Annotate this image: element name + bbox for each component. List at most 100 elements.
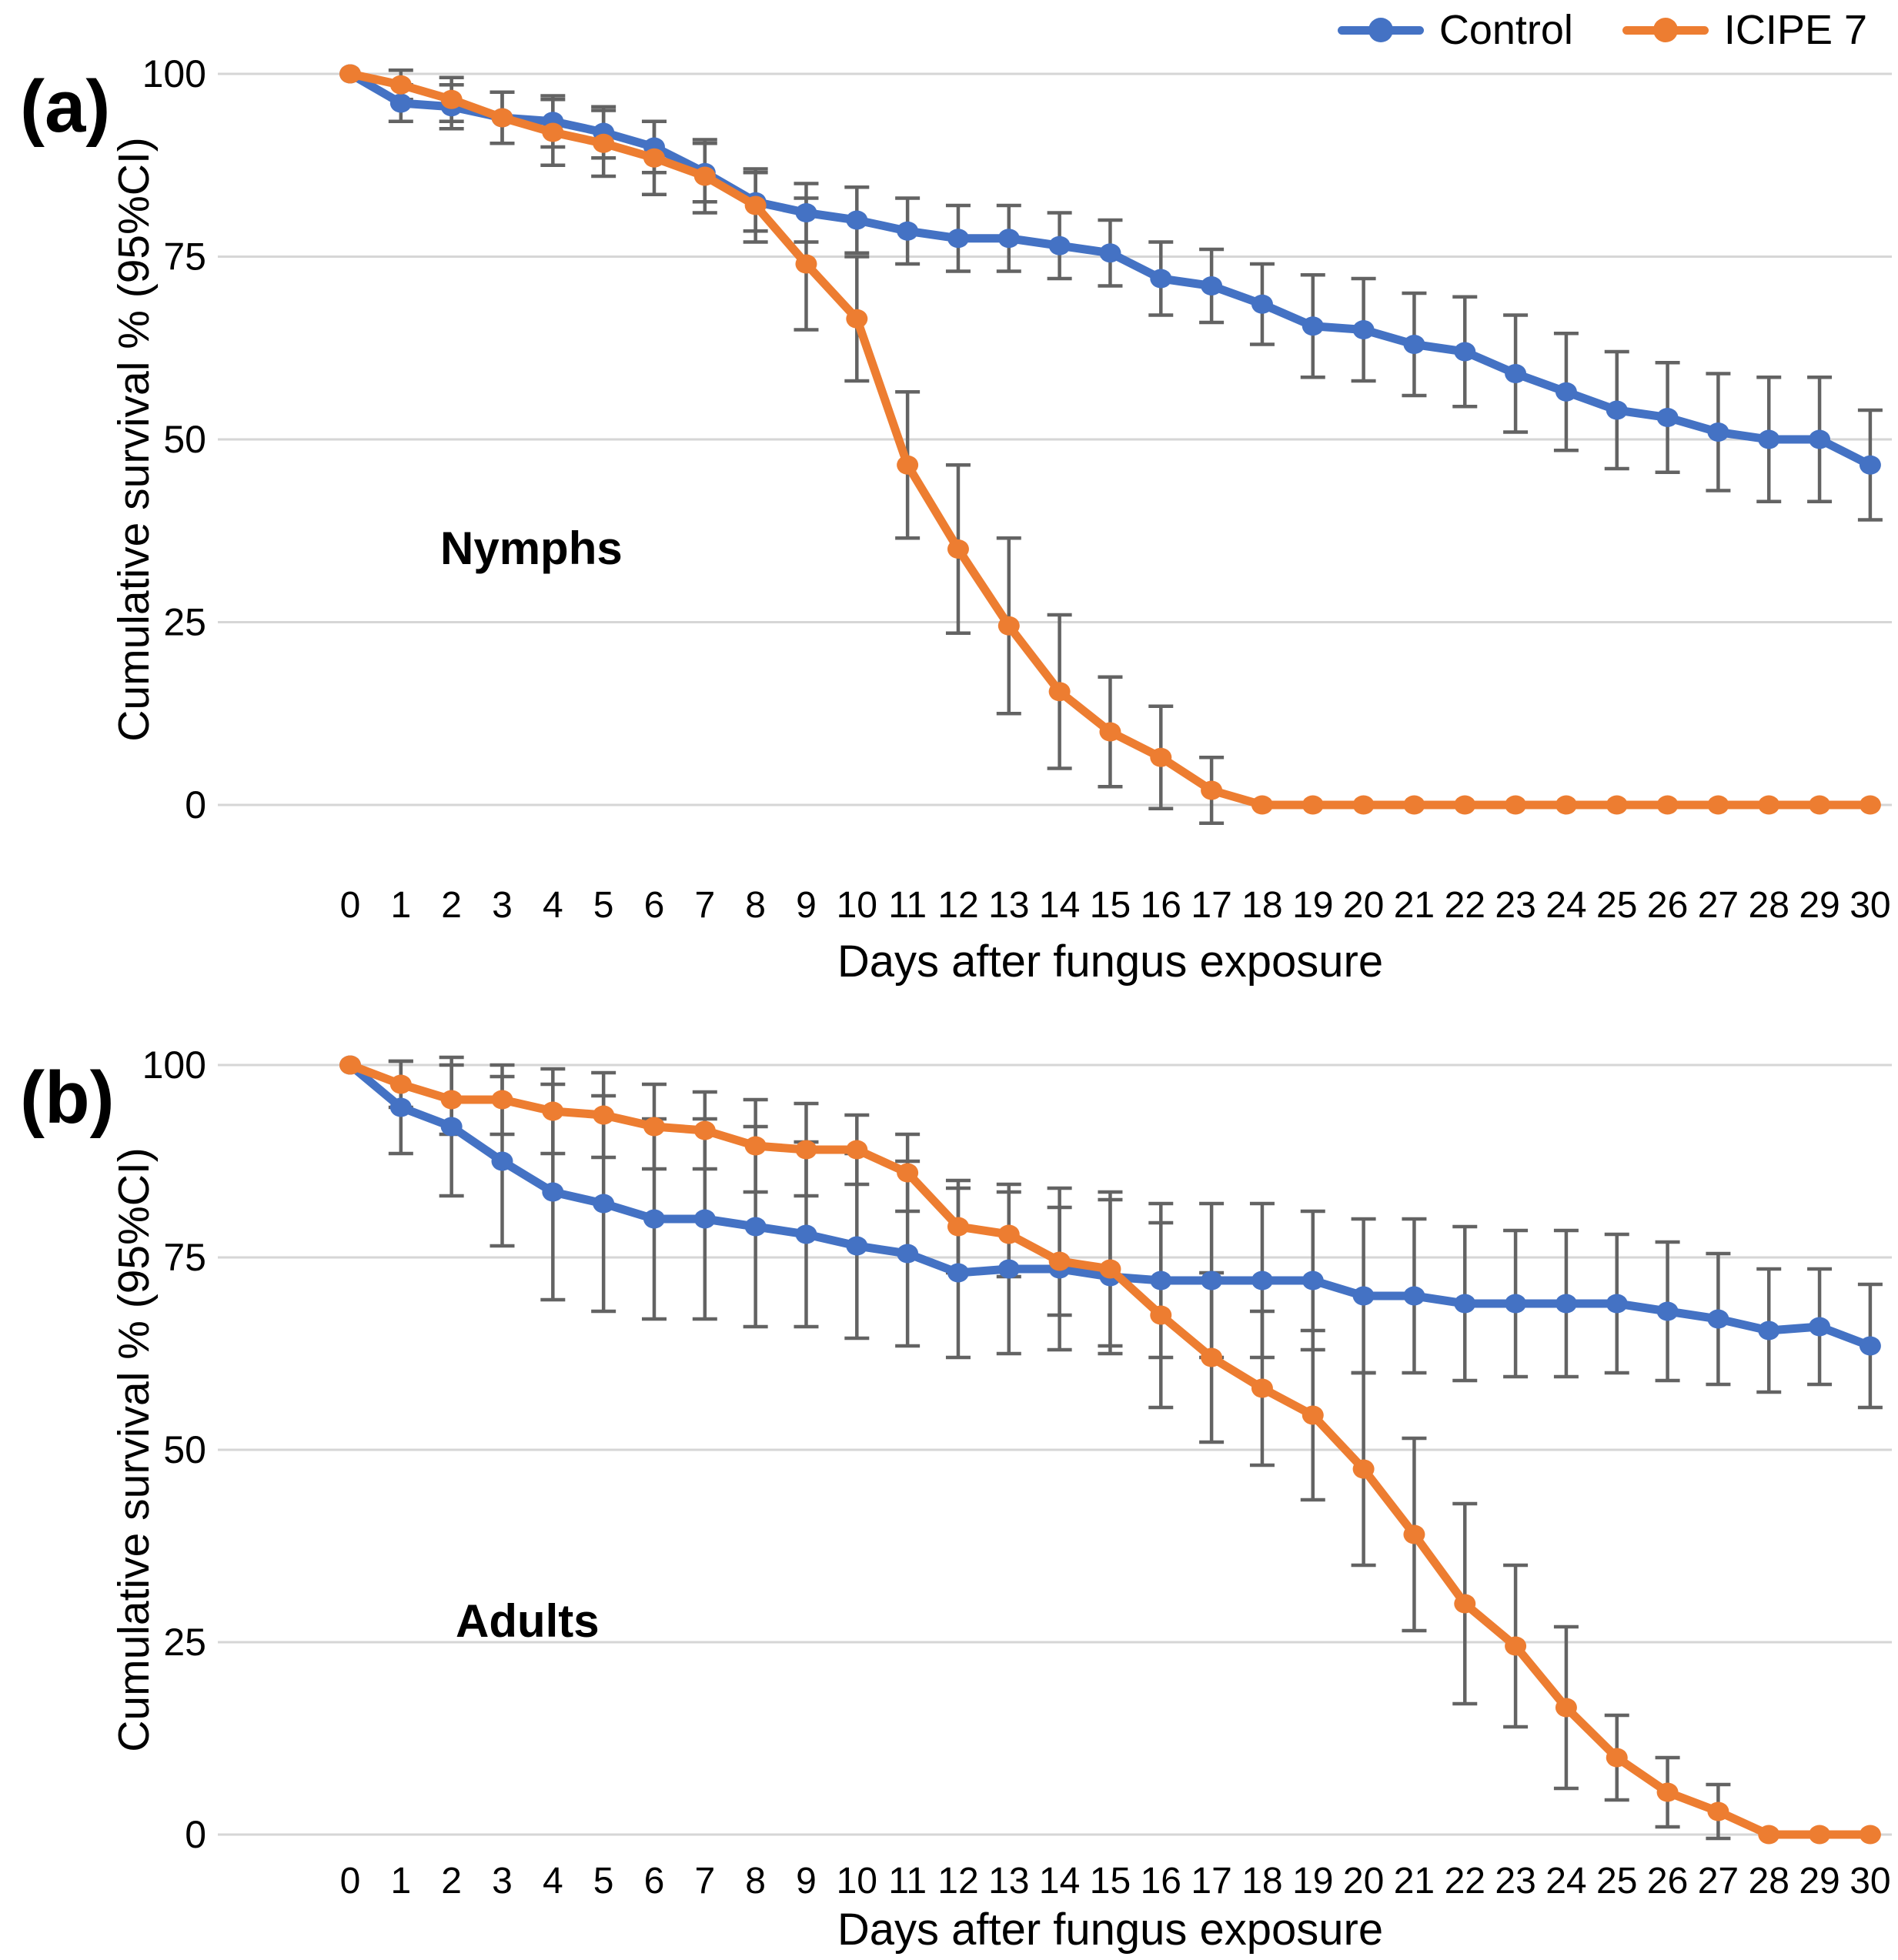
svg-text:28: 28 <box>1749 1861 1789 1902</box>
icipe7-series-marker-icon <box>1622 18 1709 42</box>
svg-text:50: 50 <box>163 418 206 461</box>
panel-b-x-tick-labels: 0 1 2 3 4 5 6 7 8 9 10 11 12 13 14 15 16 17 18 19 20 21 22 23 24… <box>340 1861 1891 1902</box>
svg-text:8: 8 <box>745 1861 766 1902</box>
legend: Control ICIPE 7 <box>1337 6 1867 54</box>
svg-text:4: 4 <box>543 885 563 926</box>
panel-a-x-axis-title: Days after fungus exposure <box>837 937 1384 987</box>
svg-text:30: 30 <box>1850 885 1890 926</box>
svg-text:10: 10 <box>837 1861 877 1902</box>
svg-text:1: 1 <box>390 1861 411 1902</box>
svg-text:15: 15 <box>1090 885 1131 926</box>
svg-text:6: 6 <box>644 1861 665 1902</box>
svg-text:0: 0 <box>340 885 361 926</box>
control-series-marker-icon <box>1337 18 1424 42</box>
svg-text:29: 29 <box>1799 885 1840 926</box>
svg-text:27: 27 <box>1698 885 1739 926</box>
svg-text:23: 23 <box>1495 1861 1535 1902</box>
svg-text:26: 26 <box>1647 1861 1688 1902</box>
svg-text:25: 25 <box>1596 1861 1637 1902</box>
panel-b-y-tick-labels: 100 75 50 25 0 <box>142 1043 206 1856</box>
nymphs-label: Nymphs <box>440 523 623 574</box>
svg-text:20: 20 <box>1343 885 1384 926</box>
svg-text:8: 8 <box>745 885 766 926</box>
svg-text:0: 0 <box>185 783 206 826</box>
panel-a-label: (a) <box>20 65 111 148</box>
svg-text:75: 75 <box>163 235 206 279</box>
svg-text:28: 28 <box>1749 885 1789 926</box>
svg-text:13: 13 <box>988 1861 1029 1902</box>
svg-text:5: 5 <box>593 885 614 926</box>
svg-text:10: 10 <box>837 885 877 926</box>
svg-text:7: 7 <box>694 1861 715 1902</box>
svg-text:30: 30 <box>1850 1861 1890 1902</box>
svg-text:18: 18 <box>1241 1861 1282 1902</box>
svg-text:15: 15 <box>1090 1861 1131 1902</box>
svg-text:27: 27 <box>1698 1861 1739 1902</box>
svg-text:11: 11 <box>888 1861 927 1902</box>
panel-a-y-tick-labels: 100 75 50 25 0 <box>142 52 206 826</box>
svg-text:5: 5 <box>593 1861 614 1902</box>
control-dot-icon <box>1368 18 1393 42</box>
svg-text:2: 2 <box>441 885 462 926</box>
panel-a-series-markers-icipe7 <box>339 64 1881 815</box>
svg-text:23: 23 <box>1495 885 1535 926</box>
svg-text:100: 100 <box>142 1043 206 1087</box>
legend-item-control: Control <box>1337 6 1573 54</box>
svg-text:0: 0 <box>185 1813 206 1856</box>
svg-text:12: 12 <box>937 885 978 926</box>
svg-text:4: 4 <box>543 1861 563 1902</box>
svg-text:20: 20 <box>1343 1861 1384 1902</box>
svg-text:17: 17 <box>1191 1861 1231 1902</box>
svg-text:9: 9 <box>796 1861 817 1902</box>
svg-text:0: 0 <box>340 1861 361 1902</box>
svg-text:29: 29 <box>1799 1861 1840 1902</box>
svg-text:16: 16 <box>1141 885 1181 926</box>
svg-text:25: 25 <box>163 601 206 644</box>
svg-text:14: 14 <box>1039 885 1080 926</box>
svg-text:19: 19 <box>1292 1861 1333 1902</box>
svg-text:3: 3 <box>492 1861 513 1902</box>
svg-text:24: 24 <box>1545 1861 1586 1902</box>
svg-text:25: 25 <box>1596 885 1637 926</box>
svg-text:22: 22 <box>1445 885 1485 926</box>
svg-text:18: 18 <box>1241 885 1282 926</box>
panel-a-x-tick-labels: 0 1 2 3 4 5 6 7 8 9 10 11 12 13 14 15 16 17 18 19 20 21 22 23 24… <box>340 885 1891 926</box>
svg-text:16: 16 <box>1141 1861 1181 1902</box>
panel-a-series-markers-control <box>339 64 1881 475</box>
legend-item-icipe7: ICIPE 7 <box>1622 6 1867 54</box>
panel-b-gridlines <box>218 1063 1892 1836</box>
svg-text:9: 9 <box>796 885 817 926</box>
panel-b-y-axis-title: Cumulative survival % (95%CI) <box>109 1147 159 1752</box>
svg-text:22: 22 <box>1445 1861 1485 1902</box>
svg-text:17: 17 <box>1191 885 1231 926</box>
legend-label-icipe7: ICIPE 7 <box>1723 7 1867 53</box>
svg-text:6: 6 <box>644 885 665 926</box>
svg-text:11: 11 <box>888 885 927 926</box>
svg-text:50: 50 <box>163 1428 206 1471</box>
panel-b-series-markers-icipe7 <box>339 1055 1881 1845</box>
svg-text:75: 75 <box>163 1236 206 1279</box>
svg-text:26: 26 <box>1647 885 1688 926</box>
legend-label-control: Control <box>1439 7 1573 53</box>
svg-text:19: 19 <box>1292 885 1333 926</box>
svg-text:25: 25 <box>163 1621 206 1664</box>
panel-a-gridlines <box>218 72 1892 806</box>
svg-text:14: 14 <box>1039 1861 1080 1902</box>
panel-b-label: (b) <box>20 1057 115 1139</box>
svg-text:21: 21 <box>1394 1861 1435 1902</box>
svg-text:100: 100 <box>142 52 206 95</box>
svg-text:1: 1 <box>390 885 411 926</box>
svg-text:12: 12 <box>937 1861 978 1902</box>
svg-text:7: 7 <box>694 885 715 926</box>
svg-text:13: 13 <box>988 885 1029 926</box>
panel-a-y-axis-title: Cumulative survival % (95%CI) <box>109 137 159 742</box>
svg-text:2: 2 <box>441 1861 462 1902</box>
adults-label: Adults <box>456 1595 600 1647</box>
svg-text:21: 21 <box>1394 885 1435 926</box>
panel-b-error-bars-control <box>388 1055 1883 1410</box>
svg-text:24: 24 <box>1545 885 1586 926</box>
